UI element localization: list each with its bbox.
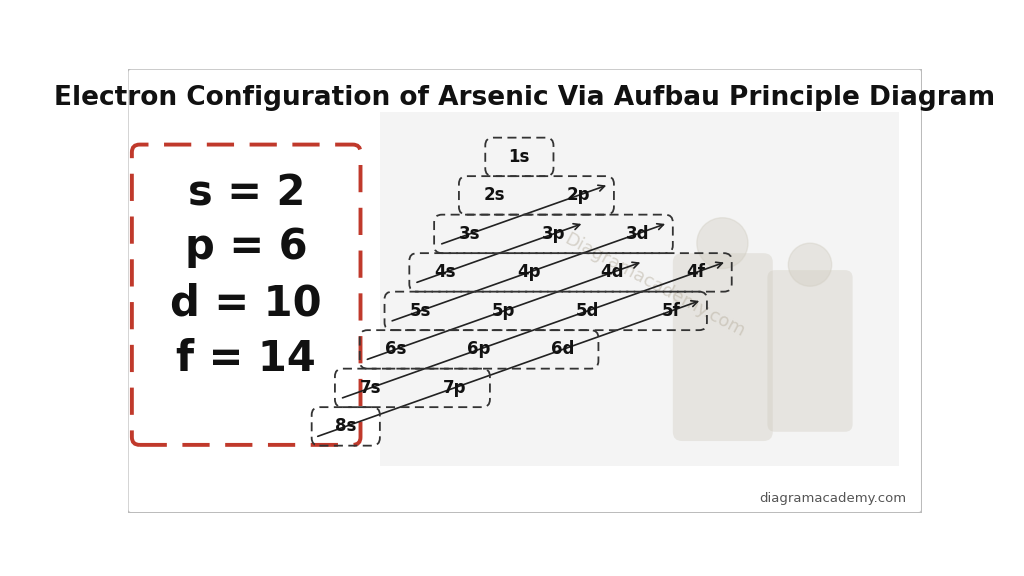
Text: 5d: 5d xyxy=(575,302,599,320)
FancyBboxPatch shape xyxy=(132,145,360,445)
Text: 6d: 6d xyxy=(551,340,574,358)
Text: 4f: 4f xyxy=(687,263,706,282)
FancyBboxPatch shape xyxy=(767,270,853,432)
Text: Electron Configuration of Arsenic Via Aufbau Principle Diagram: Electron Configuration of Arsenic Via Au… xyxy=(54,85,995,111)
FancyBboxPatch shape xyxy=(127,69,923,513)
Text: 5f: 5f xyxy=(662,302,681,320)
Text: 3d: 3d xyxy=(626,225,649,243)
Text: 3p: 3p xyxy=(542,225,565,243)
Text: p = 6: p = 6 xyxy=(185,226,307,268)
Text: 8s: 8s xyxy=(335,418,356,435)
Text: 1s: 1s xyxy=(509,148,530,166)
Text: 5p: 5p xyxy=(493,302,515,320)
Bar xyxy=(380,112,899,467)
Text: d = 10: d = 10 xyxy=(170,282,322,324)
Text: 7p: 7p xyxy=(442,379,466,397)
Text: f = 14: f = 14 xyxy=(176,338,316,380)
Text: 6s: 6s xyxy=(385,340,407,358)
Text: 4s: 4s xyxy=(434,263,456,282)
Text: 4d: 4d xyxy=(601,263,624,282)
Text: 2p: 2p xyxy=(566,187,590,204)
Text: s = 2: s = 2 xyxy=(187,172,305,214)
Circle shape xyxy=(788,243,831,286)
Text: 5s: 5s xyxy=(410,302,431,320)
Text: 7s: 7s xyxy=(359,379,381,397)
Circle shape xyxy=(697,218,748,268)
Text: 3s: 3s xyxy=(459,225,480,243)
FancyBboxPatch shape xyxy=(673,253,773,441)
Text: 2s: 2s xyxy=(483,187,505,204)
Text: 6p: 6p xyxy=(467,340,490,358)
Text: Diagramacademy.com: Diagramacademy.com xyxy=(561,230,749,341)
Text: 4p: 4p xyxy=(517,263,541,282)
Text: diagramacademy.com: diagramacademy.com xyxy=(760,492,907,505)
